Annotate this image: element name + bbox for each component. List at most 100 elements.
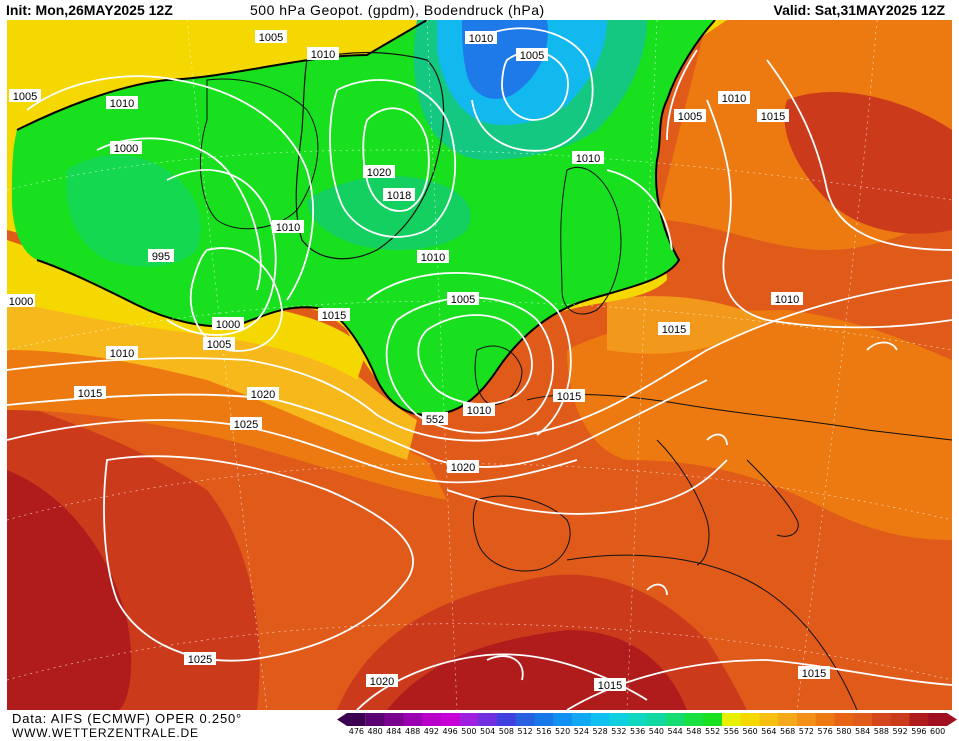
scale-tick-label: 500 bbox=[461, 727, 477, 736]
svg-text:1005: 1005 bbox=[259, 32, 283, 44]
label-7: 1000 bbox=[110, 141, 142, 155]
scale-tick-label: 536 bbox=[629, 727, 646, 736]
label-32: 1025 bbox=[184, 652, 216, 666]
scale-tick-label: 512 bbox=[517, 727, 533, 736]
label-17: 1000 bbox=[212, 317, 244, 331]
coast-iberia bbox=[472, 495, 571, 572]
scale-tick-label: 516 bbox=[536, 727, 552, 736]
color-scale-bar bbox=[337, 713, 957, 726]
label-33: 1020 bbox=[366, 674, 398, 688]
scale-swatch bbox=[872, 713, 892, 726]
svg-text:1010: 1010 bbox=[421, 252, 445, 264]
svg-text:1020: 1020 bbox=[451, 462, 475, 474]
svg-text:1015: 1015 bbox=[322, 310, 346, 322]
scale-swatch bbox=[590, 713, 610, 726]
svg-text:1015: 1015 bbox=[662, 324, 686, 336]
coast-scandinavia bbox=[560, 166, 622, 315]
label-35: 1015 bbox=[798, 666, 830, 680]
scale-tick-label: 524 bbox=[573, 727, 590, 736]
svg-text:1005: 1005 bbox=[451, 294, 475, 306]
map-footer: Data: AIFS (ECMWF) OPER 0.250° WWW.WETTE… bbox=[0, 710, 959, 741]
isobar-labels: 1005 1010 1010 1005 1010 1005 1000 1020 … bbox=[7, 30, 830, 692]
coast-north-africa bbox=[566, 554, 858, 710]
scale-tick-label: 552 bbox=[704, 727, 721, 736]
scale-swatch bbox=[853, 713, 873, 726]
label-26: 1020 bbox=[247, 387, 279, 401]
scale-swatch bbox=[703, 713, 723, 726]
svg-text:1010: 1010 bbox=[576, 153, 600, 165]
svg-text:1025: 1025 bbox=[234, 419, 258, 431]
scale-tick-label: 488 bbox=[404, 727, 421, 736]
scale-tick-label: 576 bbox=[817, 727, 833, 736]
scale-tick-label: 480 bbox=[367, 727, 383, 736]
label-5: 1010 bbox=[106, 96, 138, 110]
scale-swatch bbox=[665, 713, 685, 726]
scale-tick-label: 580 bbox=[836, 727, 852, 736]
scale-swatch bbox=[628, 713, 648, 726]
label-25: 1015 bbox=[74, 386, 106, 400]
svg-text:1015: 1015 bbox=[557, 391, 581, 403]
coast-greenland bbox=[295, 51, 445, 260]
label-12: 1010 bbox=[417, 250, 449, 264]
svg-text:1020: 1020 bbox=[370, 676, 394, 688]
label-20: 1015 bbox=[757, 109, 789, 123]
scale-swatch bbox=[647, 713, 667, 726]
scale-swatch bbox=[440, 713, 460, 726]
label-3: 1010 bbox=[465, 31, 497, 45]
svg-text:995: 995 bbox=[152, 251, 170, 263]
scale-tick-label: 564 bbox=[761, 727, 777, 736]
scale-swatch bbox=[572, 713, 592, 726]
label-9: 1018 bbox=[383, 188, 415, 202]
label-15: 1000 bbox=[7, 294, 35, 308]
svg-text:1015: 1015 bbox=[761, 111, 785, 123]
label-1: 1005 bbox=[255, 30, 287, 44]
label-6: 1005 bbox=[9, 89, 41, 103]
svg-text:1000: 1000 bbox=[114, 143, 138, 155]
scale-tick-label: 508 bbox=[498, 727, 515, 736]
scale-swatch bbox=[553, 713, 573, 726]
site-url: WWW.WETTERZENTRALE.DE bbox=[12, 726, 199, 740]
color-scale-legend: 476 480 484 488 492 496 500 504 508 512 516 520 524 5… bbox=[337, 713, 957, 741]
label-19: 1010 bbox=[572, 151, 604, 165]
svg-text:1025: 1025 bbox=[188, 654, 212, 666]
svg-text:1005: 1005 bbox=[13, 91, 37, 103]
svg-text:1020: 1020 bbox=[367, 167, 391, 179]
label-4: 1005 bbox=[516, 48, 548, 62]
graticule bbox=[7, 20, 952, 710]
scale-tick-label: 572 bbox=[798, 727, 815, 736]
init-time: Init: Mon,26MAY2025 12Z bbox=[6, 2, 173, 18]
label-13: 1005 bbox=[447, 292, 479, 306]
coast-british-isles bbox=[474, 345, 523, 406]
label-28: 552 bbox=[422, 412, 448, 426]
scale-tick-label: 492 bbox=[423, 727, 440, 736]
label-8: 1020 bbox=[363, 165, 395, 179]
scale-swatch bbox=[797, 713, 817, 726]
svg-text:1000: 1000 bbox=[9, 296, 33, 308]
map-header: Init: Mon,26MAY2025 12Z 500 hPa Geopot. … bbox=[0, 0, 959, 20]
svg-text:1010: 1010 bbox=[276, 222, 300, 234]
scale-swatch bbox=[834, 713, 854, 726]
scale-tick-label: 596 bbox=[911, 727, 927, 736]
scale-tick-label: 568 bbox=[779, 727, 796, 736]
field-orange-mid-atlantic bbox=[7, 320, 447, 500]
scale-swatch bbox=[740, 713, 760, 726]
scale-swatch bbox=[759, 713, 779, 726]
scale-tick-label: 584 bbox=[854, 727, 871, 736]
scale-tick-label: 544 bbox=[667, 727, 683, 736]
scale-swatch bbox=[497, 713, 517, 726]
field-green-teal-west bbox=[66, 155, 201, 267]
svg-text:1000: 1000 bbox=[216, 319, 240, 331]
label-22: 1010 bbox=[718, 91, 750, 105]
svg-text:1010: 1010 bbox=[722, 93, 746, 105]
scale-swatch bbox=[890, 713, 910, 726]
coast-italy bbox=[656, 439, 710, 566]
scale-swatch bbox=[609, 713, 629, 726]
map-canvas: 1005 1010 1010 1005 1010 1005 1000 1020 … bbox=[7, 20, 952, 710]
label-30: 1015 bbox=[553, 389, 585, 403]
scale-swatch bbox=[778, 713, 798, 726]
scale-tick-label: 476 bbox=[348, 727, 365, 736]
scale-swatch bbox=[515, 713, 535, 726]
scale-tick-label: 588 bbox=[873, 727, 890, 736]
svg-text:1010: 1010 bbox=[110, 98, 134, 110]
data-source: Data: AIFS (ECMWF) OPER 0.250° bbox=[12, 711, 243, 726]
